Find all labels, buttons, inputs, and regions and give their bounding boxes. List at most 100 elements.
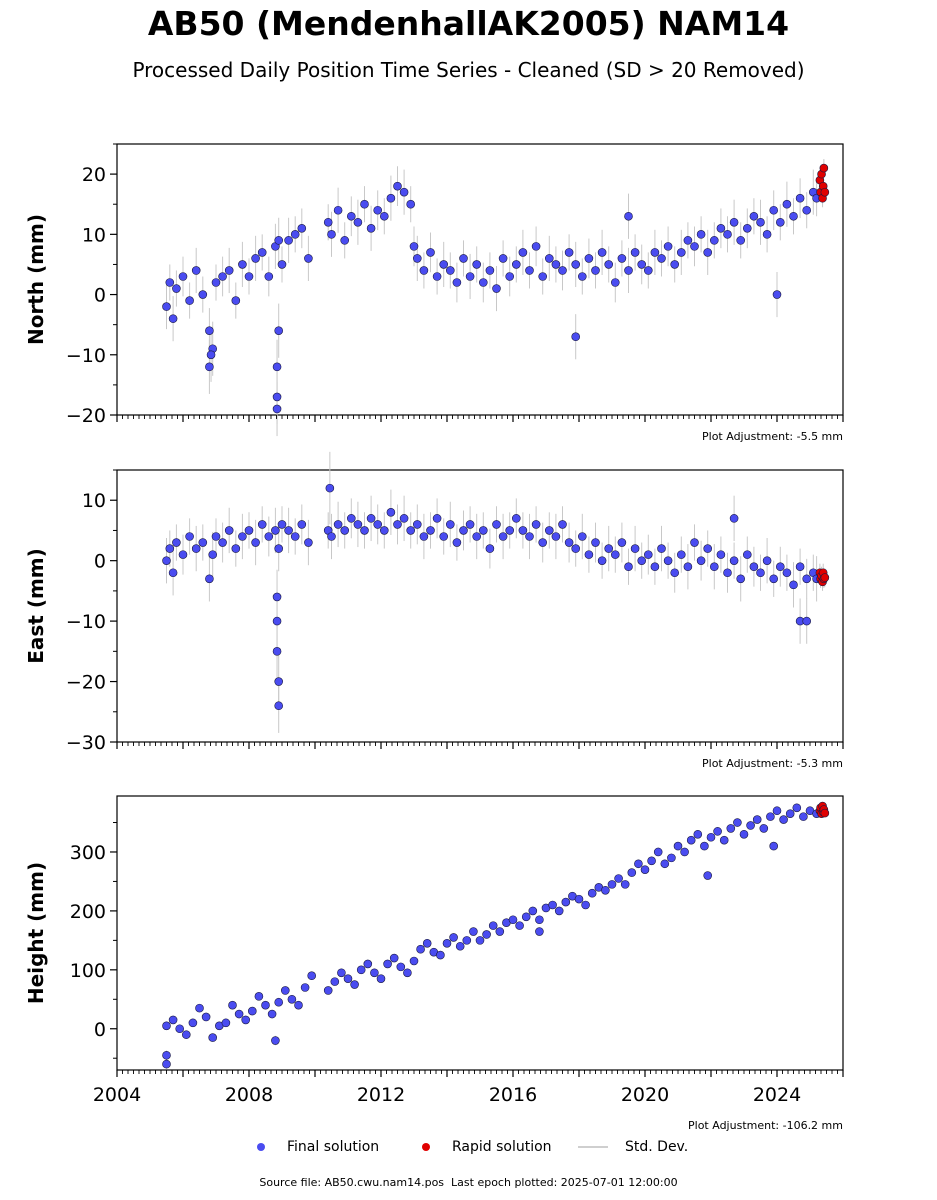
final-solution-point [251, 254, 260, 263]
final-solution-point [274, 326, 284, 335]
final-solution-point [779, 815, 788, 824]
final-solution-point [459, 254, 468, 263]
final-solution-point [205, 362, 214, 372]
final-solution-point [419, 532, 429, 541]
final-solution-point [478, 278, 488, 287]
final-solution-point [224, 266, 234, 275]
rapid-solution-point [819, 163, 829, 173]
final-solution-point [657, 544, 666, 553]
final-solution-point [498, 254, 508, 263]
final-solution-point [162, 556, 171, 565]
final-solution-point [686, 835, 696, 845]
final-solution-point [165, 278, 175, 287]
final-solution-point [749, 211, 759, 221]
final-solution-point [353, 217, 363, 227]
y-tick-label: −20 [66, 405, 106, 427]
final-solution-point [439, 260, 449, 269]
final-solution-point [802, 205, 812, 215]
final-solution-point [554, 906, 564, 916]
final-solution-point [304, 538, 313, 547]
final-solution-point [455, 941, 465, 951]
final-solution-point [769, 205, 779, 215]
final-solution-point [327, 230, 336, 239]
final-solution-point [785, 809, 795, 818]
legend-rapid-marker [422, 1143, 430, 1151]
final-solution-point [244, 526, 254, 535]
final-solution-point [472, 260, 482, 269]
final-solution-point [241, 1015, 250, 1025]
final-solution-point [162, 1050, 171, 1060]
final-solution-point [782, 199, 792, 209]
final-solution-point [409, 956, 419, 966]
final-solution-point [670, 260, 680, 269]
final-solution-point [175, 1024, 184, 1034]
final-solution-point [403, 968, 412, 978]
final-solution-point [287, 994, 297, 1004]
final-solution-point [525, 266, 534, 275]
final-solution-point [393, 520, 402, 529]
final-solution-point [597, 556, 607, 565]
x-tick-label: 2008 [225, 1084, 273, 1106]
plot-adjustment-label: Plot Adjustment: -5.5 mm [702, 430, 843, 443]
final-solution-point [436, 950, 445, 960]
final-solution-point [442, 939, 452, 948]
final-solution-point [257, 520, 267, 529]
final-solution-point [422, 939, 432, 948]
final-solution-point [518, 248, 528, 257]
final-solution-point [333, 520, 343, 529]
y-tick-label: 10 [82, 490, 106, 512]
final-solution-point [624, 211, 633, 221]
final-solution-point [690, 538, 699, 547]
final-solution-point [690, 242, 699, 251]
y-axis-label: Height (mm) [24, 862, 48, 1004]
final-solution-point [630, 248, 640, 257]
y-tick-label: 0 [94, 551, 106, 573]
final-solution-point [742, 550, 752, 559]
final-solution-point [703, 871, 713, 880]
final-solution-point [274, 544, 284, 553]
final-solution-point [304, 254, 313, 263]
final-solution-point [538, 538, 548, 547]
final-solution-point [337, 968, 346, 978]
chart-subtitle: Processed Daily Position Time Series - C… [132, 58, 805, 82]
final-solution-point [165, 544, 175, 553]
final-solution-point [739, 830, 749, 839]
final-solution-point [323, 986, 333, 995]
final-solution-point [432, 514, 442, 523]
x-tick-label: 2016 [489, 1084, 537, 1106]
final-solution-point [231, 296, 241, 305]
final-solution-point [218, 538, 227, 547]
final-solution-point [297, 224, 307, 233]
final-solution-point [370, 968, 379, 978]
legend-std-label: Std. Dev. [625, 1139, 689, 1155]
final-solution-point [346, 514, 356, 523]
final-solution-point [584, 550, 594, 559]
final-solution-point [191, 544, 201, 553]
final-solution-point [630, 544, 640, 553]
final-solution-point [482, 930, 491, 939]
final-solution-point [383, 959, 392, 969]
final-solution-point [208, 550, 217, 559]
x-tick-label: 2020 [621, 1084, 669, 1106]
final-solution-point [531, 520, 541, 529]
final-solution-point [663, 556, 673, 565]
panel-1: −20 −10 0 10 20 North (mm) Plot Adjustment: -5… [24, 143, 844, 443]
final-solution-point [736, 236, 746, 245]
final-solution-point [218, 272, 227, 281]
final-solution-point [577, 532, 587, 541]
plots-svg: −20 −10 0 10 20 North (mm) Plot Adjustment: -5… [24, 143, 844, 1132]
final-solution-point [272, 404, 282, 414]
panel-2: −30 −20 −10 0 10 East (mm) Plot Adjustment: -5… [24, 451, 844, 770]
final-solution-point [211, 278, 221, 287]
final-solution-point [604, 544, 614, 553]
final-solution-point [505, 526, 515, 535]
final-solution-point [610, 278, 620, 287]
final-solution-point [356, 965, 366, 975]
final-solution-point [511, 260, 521, 269]
final-solution-point [406, 526, 416, 535]
final-solution-point [264, 532, 274, 541]
final-solution-point [272, 616, 282, 626]
y-tick-label: 10 [82, 224, 106, 246]
final-solution-point [660, 859, 670, 869]
final-solution-point [412, 254, 422, 263]
